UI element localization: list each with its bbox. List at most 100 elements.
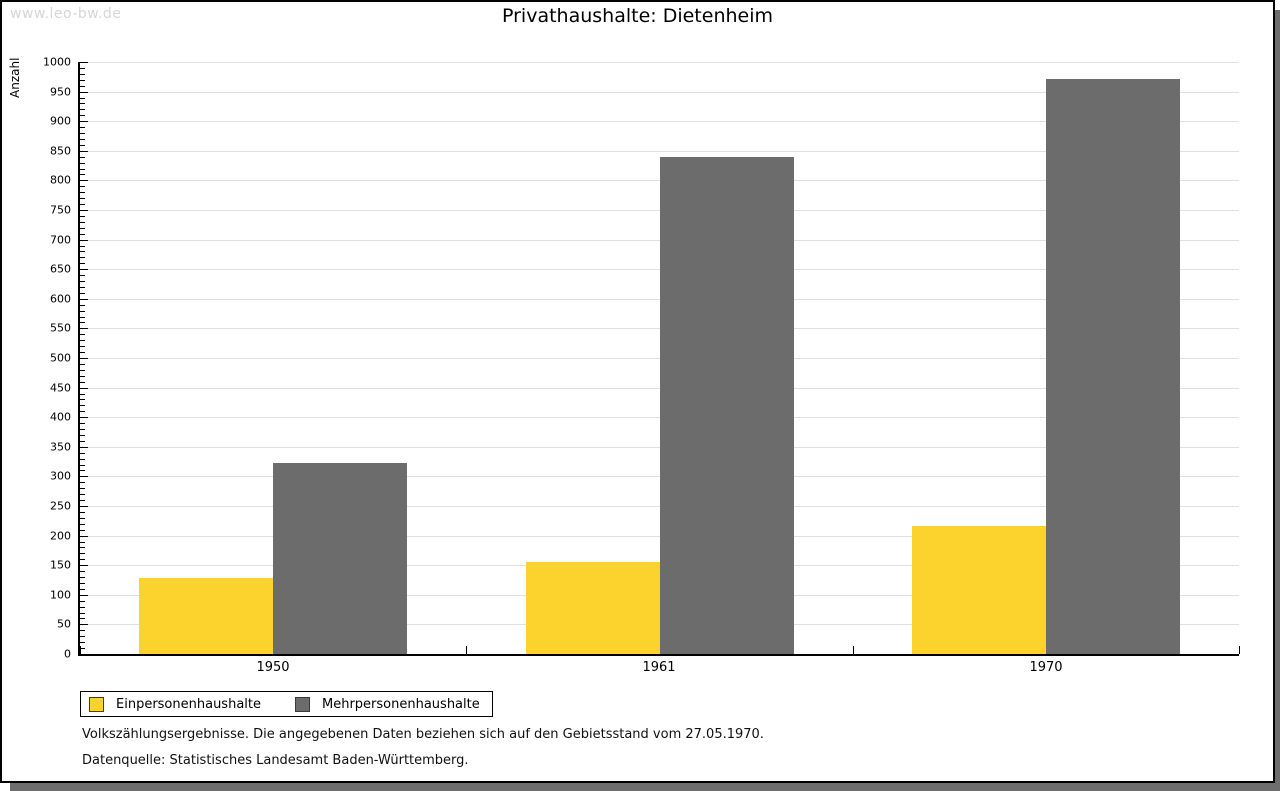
y-gridline bbox=[80, 417, 1239, 419]
y-minor-tick bbox=[80, 275, 85, 277]
y-tick-label: 400 bbox=[50, 410, 71, 424]
y-gridline bbox=[80, 62, 1239, 63]
y-minor-tick bbox=[80, 292, 85, 294]
y-minor-tick bbox=[80, 316, 85, 318]
y-major-tick bbox=[80, 210, 88, 211]
y-gridline bbox=[80, 387, 1239, 389]
y-tick-label: 100 bbox=[50, 588, 71, 602]
y-gridline bbox=[80, 121, 1239, 123]
y-major-tick bbox=[80, 91, 88, 93]
y-major-tick bbox=[80, 654, 88, 655]
y-minor-tick bbox=[80, 517, 85, 519]
y-minor-tick bbox=[80, 257, 85, 259]
y-major-tick bbox=[80, 121, 88, 123]
bar bbox=[273, 463, 407, 654]
y-tick-label: 900 bbox=[50, 114, 71, 128]
y-major-tick bbox=[80, 476, 88, 478]
y-minor-tick bbox=[80, 547, 85, 549]
y-gridline bbox=[80, 535, 1239, 537]
y-minor-tick bbox=[80, 251, 85, 253]
y-tick-label: 350 bbox=[50, 440, 71, 454]
y-tick-label: 800 bbox=[50, 173, 71, 187]
legend-item: Mehrpersonenhaushalte bbox=[295, 696, 480, 712]
y-major-tick bbox=[80, 624, 88, 626]
x-category-label: 1950 bbox=[256, 660, 290, 675]
x-tick bbox=[80, 646, 81, 654]
y-axis-title: Anzahl bbox=[8, 57, 22, 98]
y-minor-tick bbox=[80, 263, 85, 265]
y-minor-tick bbox=[80, 352, 85, 354]
y-major-tick bbox=[80, 387, 88, 389]
y-major-tick bbox=[80, 298, 88, 300]
y-minor-tick bbox=[80, 322, 85, 324]
y-minor-tick bbox=[80, 363, 85, 365]
y-major-tick bbox=[80, 594, 88, 596]
y-minor-tick bbox=[80, 582, 85, 584]
y-minor-tick bbox=[80, 577, 85, 579]
y-minor-tick bbox=[80, 452, 85, 454]
y-gridline bbox=[80, 358, 1239, 359]
y-minor-tick bbox=[80, 281, 85, 283]
y-minor-tick bbox=[80, 375, 85, 377]
y-minor-tick bbox=[80, 73, 85, 75]
y-minor-tick bbox=[80, 541, 85, 543]
y-tick-label: 850 bbox=[50, 144, 71, 158]
y-tick-label: 500 bbox=[50, 351, 71, 365]
y-major-tick bbox=[80, 358, 88, 359]
y-tick-label: 0 bbox=[64, 647, 71, 661]
y-major-tick bbox=[80, 446, 88, 448]
y-minor-tick bbox=[80, 174, 85, 176]
y-minor-tick bbox=[80, 144, 85, 146]
y-minor-tick bbox=[80, 156, 85, 158]
y-minor-tick bbox=[80, 500, 85, 502]
y-minor-tick bbox=[80, 67, 85, 69]
x-tick bbox=[1239, 646, 1240, 654]
y-tick-label: 250 bbox=[50, 499, 71, 513]
bar bbox=[139, 578, 273, 654]
y-major-tick bbox=[80, 239, 88, 241]
bar bbox=[660, 157, 794, 654]
y-major-tick bbox=[80, 150, 88, 152]
y-minor-tick bbox=[80, 215, 85, 217]
y-minor-tick bbox=[80, 642, 85, 644]
x-tick bbox=[466, 646, 467, 654]
y-minor-tick bbox=[80, 204, 85, 206]
y-tick-label: 50 bbox=[57, 617, 71, 631]
y-minor-tick bbox=[80, 399, 85, 401]
bar bbox=[1046, 78, 1180, 654]
y-minor-tick bbox=[80, 286, 85, 288]
watermark: www.leo-bw.de bbox=[10, 6, 122, 22]
x-category-label: 1970 bbox=[1029, 660, 1063, 675]
y-tick-label: 950 bbox=[50, 85, 71, 99]
bar bbox=[526, 561, 660, 654]
y-gridline bbox=[80, 269, 1239, 271]
y-minor-tick bbox=[80, 618, 85, 620]
y-minor-tick bbox=[80, 393, 85, 395]
legend-label: Einpersonenhaushalte bbox=[116, 696, 261, 712]
y-minor-tick bbox=[80, 606, 85, 608]
y-tick-label: 1000 bbox=[43, 55, 71, 69]
y-tick-label: 650 bbox=[50, 262, 71, 276]
y-minor-tick bbox=[80, 109, 85, 111]
legend-swatch bbox=[89, 696, 104, 712]
y-tick-label: 700 bbox=[50, 233, 71, 247]
y-minor-tick bbox=[80, 334, 85, 336]
y-gridline bbox=[80, 180, 1239, 182]
y-gridline bbox=[80, 506, 1239, 507]
y-tick-label: 150 bbox=[50, 558, 71, 572]
y-gridline bbox=[80, 239, 1239, 241]
y-minor-tick bbox=[80, 636, 85, 638]
y-major-tick bbox=[80, 417, 88, 419]
y-minor-tick bbox=[80, 85, 85, 87]
y-minor-tick bbox=[80, 630, 85, 632]
y-minor-tick bbox=[80, 571, 85, 573]
y-major-tick bbox=[80, 62, 88, 63]
y-minor-tick bbox=[80, 434, 85, 436]
y-minor-tick bbox=[80, 553, 85, 555]
y-tick-label: 750 bbox=[50, 203, 71, 217]
y-minor-tick bbox=[80, 198, 85, 200]
y-tick-label: 300 bbox=[50, 469, 71, 483]
footnote-census: Volkszählungsergebnisse. Die angegebenen… bbox=[82, 727, 764, 742]
y-gridline bbox=[80, 446, 1239, 448]
